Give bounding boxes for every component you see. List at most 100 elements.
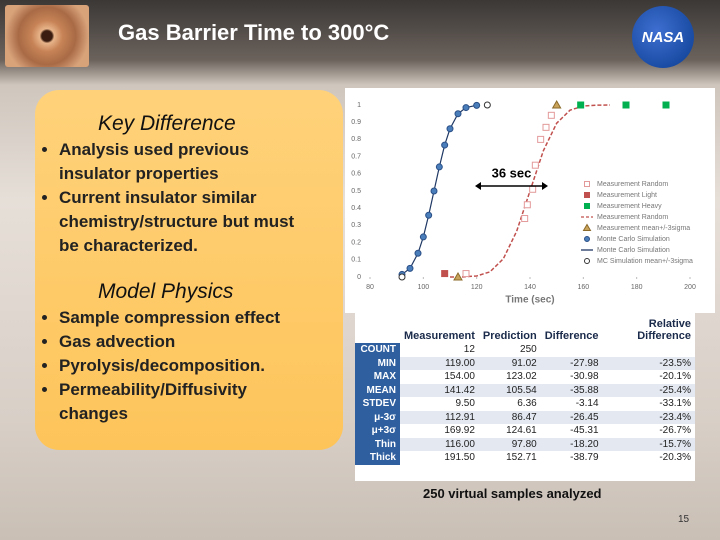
legend-label: Monte Carlo Simulation (597, 236, 670, 243)
legend-label: Measurement Heavy (597, 203, 662, 210)
data-point (483, 101, 491, 109)
bullet: Analysis used previous insulator propert… (59, 138, 304, 186)
legend-swatch (584, 192, 590, 198)
data-point (414, 249, 422, 257)
data-point (441, 270, 449, 278)
table-cell (603, 343, 695, 357)
x-tick-label: 140 (524, 284, 536, 291)
table-cell: -20.1% (659, 371, 691, 383)
data-point (537, 135, 545, 143)
table-cell (541, 343, 603, 357)
table-cell: -15.7% (602, 437, 695, 451)
legend-swatch (584, 258, 590, 264)
stats-table: Measurement Prediction Difference Relative … (355, 313, 695, 465)
section-heading: Model Physics (98, 280, 234, 303)
x-tick-label: 160 (577, 284, 589, 291)
caption: 250 virtual samples analyzed (423, 486, 602, 501)
panel-section: Key Difference Analysis used previous ins… (35, 112, 304, 258)
row-label: STDEV (355, 397, 400, 411)
legend-swatch (584, 236, 590, 242)
column-header: Prediction (482, 330, 537, 342)
legend-swatch (582, 223, 592, 231)
legend-label: Measurement mean+/-3sigma (597, 225, 690, 232)
annotation: 36 sec (492, 165, 532, 180)
data-point (622, 101, 630, 109)
table-cell: 119.00 (400, 356, 479, 370)
column-header: Relative Difference (637, 318, 691, 342)
data-point (547, 111, 555, 119)
table-row: MIN 119.00 91.02 -27.98 -23.5% (355, 356, 695, 370)
legend-label: Measurement Random (597, 181, 668, 188)
data-point (662, 101, 670, 109)
row-label: MAX (355, 370, 400, 384)
row-label: μ-3σ (355, 410, 400, 424)
table-cell: -23.4% (602, 410, 695, 424)
bullet: Gas advection (59, 330, 304, 354)
table-cell: 116.00 (400, 437, 479, 451)
data-point (542, 123, 550, 131)
row-label: MIN (355, 356, 400, 370)
table-cell: -25.4% (602, 383, 695, 397)
table-cell: 141.42 (400, 383, 479, 397)
table-cell: -26.45 (540, 410, 603, 424)
slide-title: Gas Barrier Time to 300°C (118, 20, 390, 45)
table-cell: -38.79 (570, 452, 599, 464)
logo: NASA (632, 6, 694, 68)
y-tick-label: 0.7 (351, 153, 361, 160)
y-tick-label: 1 (357, 102, 361, 109)
table-row: MEAN 141.42 105.54 -35.88 -25.4% (355, 383, 695, 397)
data-point (577, 101, 585, 109)
y-tick-label: 0.3 (351, 222, 361, 229)
bullet-list: Sample compression effectGas advectionPy… (35, 306, 304, 426)
table-cell: 124.61 (506, 425, 537, 437)
data-point (529, 185, 537, 193)
table-row: μ+3σ 169.92 124.61 -45.31 -26.7% (355, 424, 695, 438)
legend-label: Measurement Light (597, 192, 657, 199)
column-header: Difference (544, 330, 599, 342)
y-tick-label: 0.4 (351, 205, 361, 212)
header-row: Measurement Prediction Difference Relative … (355, 313, 695, 343)
legend-swatch (584, 203, 590, 209)
table-row: MAX 154.00 123.02 -30.98 -20.1% (355, 370, 695, 384)
table-cell: -26.7% (659, 425, 691, 437)
table-cell: 97.80 (478, 437, 541, 451)
y-tick-label: 0.5 (351, 188, 361, 195)
table-cell: 154.00 (444, 371, 475, 383)
table-cell: 123.02 (506, 371, 537, 383)
table-cell: -35.88 (540, 383, 603, 397)
table-cell: -45.31 (570, 425, 599, 437)
table-cell: -27.98 (540, 356, 603, 370)
table-cell: -30.98 (570, 371, 599, 383)
table-row: Thin 116.00 97.80 -18.20 -15.7% (355, 437, 695, 451)
section-heading: Key Difference (98, 112, 236, 135)
row-label: μ+3σ (355, 424, 400, 438)
table-row: Thick 191.50 152.71 -38.79 -20.3% (355, 451, 695, 465)
y-tick-label: 0.1 (351, 257, 361, 264)
y-tick-label: 0.6 (351, 171, 361, 178)
table-row: COUNT 12 250 (355, 343, 695, 357)
data-point (435, 163, 443, 171)
table-cell: 112.91 (400, 410, 479, 424)
data-point (446, 125, 454, 133)
text-panel: Key Difference Analysis used previous ins… (35, 90, 343, 450)
arrow-head (475, 182, 481, 190)
row-label: Thick (355, 451, 400, 465)
data-point (453, 271, 463, 281)
legend-swatch (584, 181, 590, 187)
table-cell: 169.92 (444, 425, 475, 437)
bullet: Permeability/Diffusivity changes (59, 378, 304, 426)
table-cell: 9.50 (455, 398, 475, 410)
y-tick-label: 0.8 (351, 136, 361, 143)
y-tick-label: 0 (357, 274, 361, 281)
y-tick-label: 0.9 (351, 119, 361, 126)
table-cell: -20.3% (659, 452, 691, 464)
x-tick-label: 200 (684, 284, 696, 291)
table-cell: -18.20 (540, 437, 603, 451)
data-point (551, 99, 562, 109)
x-axis-label: Time (sec) (505, 295, 554, 306)
data-point (531, 161, 539, 169)
table-cell: 86.47 (478, 410, 541, 424)
x-tick-label: 100 (417, 284, 429, 291)
